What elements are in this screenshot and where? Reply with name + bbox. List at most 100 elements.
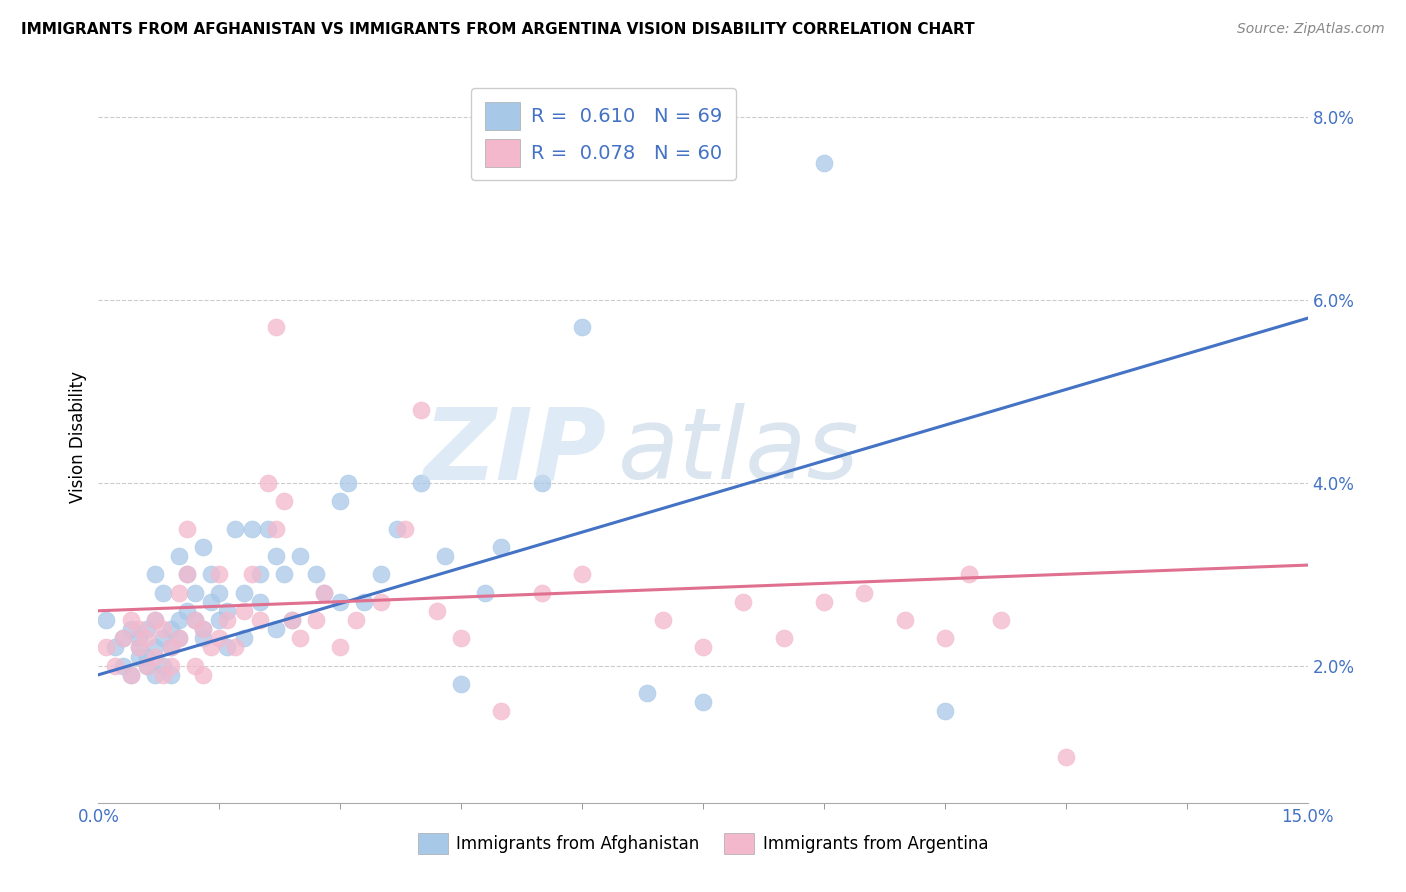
Point xyxy=(264,622,287,636)
Point xyxy=(200,640,222,655)
Point xyxy=(772,632,794,646)
Point xyxy=(152,585,174,599)
Point xyxy=(491,540,513,554)
Point xyxy=(111,632,134,646)
Point xyxy=(571,320,593,334)
Point xyxy=(733,595,755,609)
Point xyxy=(256,475,278,490)
Point xyxy=(240,521,263,535)
Point xyxy=(160,667,183,682)
Point xyxy=(409,475,432,490)
Point xyxy=(264,549,287,563)
Point xyxy=(491,705,513,719)
Point xyxy=(450,677,472,691)
Point xyxy=(160,640,183,655)
Point xyxy=(329,595,352,609)
Point xyxy=(135,649,157,664)
Point xyxy=(167,632,190,646)
Point xyxy=(111,658,134,673)
Point xyxy=(193,540,215,554)
Point xyxy=(394,521,416,535)
Point xyxy=(385,521,408,535)
Point xyxy=(135,658,157,673)
Point xyxy=(232,604,254,618)
Point xyxy=(111,632,134,646)
Point xyxy=(120,667,142,682)
Point xyxy=(329,640,352,655)
Point xyxy=(893,613,915,627)
Point xyxy=(167,613,190,627)
Point xyxy=(450,632,472,646)
Point xyxy=(103,658,125,673)
Point xyxy=(193,622,215,636)
Point xyxy=(853,585,876,599)
Point xyxy=(273,494,295,508)
Point xyxy=(370,595,392,609)
Point xyxy=(281,613,304,627)
Point xyxy=(160,640,183,655)
Point xyxy=(143,649,166,664)
Point xyxy=(184,658,207,673)
Point xyxy=(103,640,125,655)
Point xyxy=(636,686,658,700)
Point xyxy=(143,567,166,582)
Point xyxy=(990,613,1012,627)
Point xyxy=(120,667,142,682)
Point xyxy=(193,622,215,636)
Point xyxy=(193,632,215,646)
Point xyxy=(651,613,673,627)
Point xyxy=(1054,750,1077,764)
Point xyxy=(217,613,239,627)
Legend: Immigrants from Afghanistan, Immigrants from Argentina: Immigrants from Afghanistan, Immigrants … xyxy=(411,827,995,860)
Point xyxy=(224,640,246,655)
Point xyxy=(96,613,118,627)
Point xyxy=(240,567,263,582)
Point xyxy=(128,640,150,655)
Point xyxy=(224,521,246,535)
Point xyxy=(329,494,352,508)
Point xyxy=(128,622,150,636)
Point xyxy=(96,640,118,655)
Point xyxy=(353,595,375,609)
Point xyxy=(934,632,956,646)
Point xyxy=(370,567,392,582)
Point xyxy=(152,632,174,646)
Point xyxy=(208,585,231,599)
Point xyxy=(530,475,553,490)
Point xyxy=(135,632,157,646)
Point xyxy=(143,613,166,627)
Point xyxy=(813,595,835,609)
Point xyxy=(530,585,553,599)
Point xyxy=(143,667,166,682)
Text: ZIP: ZIP xyxy=(423,403,606,500)
Point xyxy=(176,521,198,535)
Point xyxy=(249,595,271,609)
Point xyxy=(264,320,287,334)
Point xyxy=(128,640,150,655)
Point xyxy=(135,622,157,636)
Point xyxy=(288,549,311,563)
Point xyxy=(184,613,207,627)
Point xyxy=(434,549,457,563)
Point xyxy=(184,613,207,627)
Point xyxy=(957,567,980,582)
Point xyxy=(571,567,593,582)
Text: atlas: atlas xyxy=(619,403,860,500)
Point xyxy=(208,632,231,646)
Point xyxy=(193,667,215,682)
Point xyxy=(217,604,239,618)
Point xyxy=(143,613,166,627)
Point xyxy=(128,632,150,646)
Point xyxy=(692,640,714,655)
Point xyxy=(152,622,174,636)
Point xyxy=(167,585,190,599)
Point xyxy=(314,585,336,599)
Point xyxy=(208,567,231,582)
Point xyxy=(426,604,449,618)
Point xyxy=(200,567,222,582)
Point xyxy=(288,632,311,646)
Point xyxy=(160,658,183,673)
Text: IMMIGRANTS FROM AFGHANISTAN VS IMMIGRANTS FROM ARGENTINA VISION DISABILITY CORRE: IMMIGRANTS FROM AFGHANISTAN VS IMMIGRANT… xyxy=(21,22,974,37)
Point xyxy=(167,549,190,563)
Text: Source: ZipAtlas.com: Source: ZipAtlas.com xyxy=(1237,22,1385,37)
